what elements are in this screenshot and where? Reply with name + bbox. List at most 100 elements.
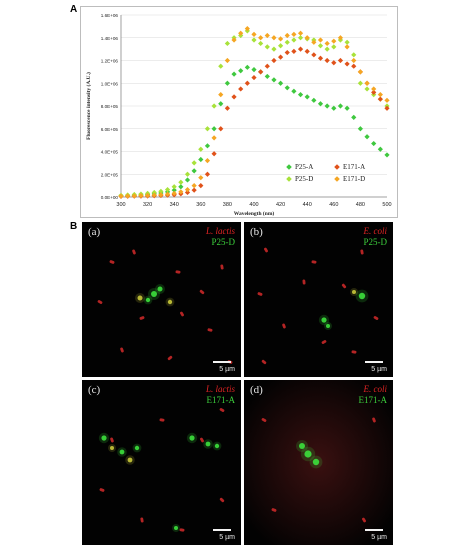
series-1-point (258, 40, 264, 47)
y-tick-label: 4.0E+05 (101, 150, 119, 155)
bacterium (264, 247, 268, 253)
bacterium (372, 417, 376, 423)
series-3-point (138, 193, 144, 199)
nanoparticle-cluster (148, 288, 160, 300)
series-3-point (291, 31, 297, 37)
fluorescence-chart: 0.0E+00 2.0E+05 4.0E+05 6.0E+05 8.0E+05 1.0E+… (80, 6, 398, 218)
micrograph-c-scalebar (213, 529, 231, 531)
series-0-point (244, 64, 250, 70)
micrograph-c-sample: E171-A (206, 395, 236, 405)
series-2-point (317, 55, 324, 61)
series-3-point (218, 92, 224, 98)
chart-canvas: 0.0E+00 2.0E+05 4.0E+05 6.0E+05 8.0E+05 1.0E+… (85, 13, 392, 217)
bacterium (110, 437, 114, 443)
series-2-point (351, 63, 357, 69)
x-tick-label: 340 (170, 202, 179, 208)
bacterium (271, 508, 277, 512)
series-0-point (171, 187, 177, 193)
bacterium (362, 517, 366, 523)
series-1-point (331, 44, 337, 50)
series-3-point (244, 26, 250, 32)
series-0-point (357, 126, 363, 132)
colocalized-particle (165, 297, 175, 307)
bacterium (321, 340, 327, 344)
series-2-point (371, 89, 377, 95)
series-1-point (364, 86, 370, 92)
x-tick-label: 420 (276, 202, 285, 208)
series-1-point (164, 187, 171, 193)
series-3-point (377, 92, 383, 98)
legend-marker (334, 176, 340, 182)
bacterium (302, 279, 306, 285)
bacterium (132, 249, 136, 255)
series-3-point (317, 37, 324, 43)
series-3-point (211, 135, 217, 141)
series-1-point (191, 160, 197, 166)
bacterium (219, 408, 225, 412)
micrograph-c-scale-label: 5 µm (219, 534, 235, 541)
x-tick-label: 500 (382, 202, 391, 208)
legend-label: P25-D (295, 175, 313, 183)
bacterium (180, 311, 184, 317)
series-0-point (351, 114, 357, 120)
series-2-point (258, 69, 264, 75)
nanoparticle-cluster (98, 432, 110, 444)
series-0-point (344, 105, 350, 111)
series-3-point (231, 37, 237, 43)
nanoparticle-cluster (355, 289, 369, 303)
micrograph-c-species: L. lactis (205, 384, 235, 394)
micrograph-a-image (97, 249, 233, 364)
bacterium (167, 355, 173, 361)
bacterium (311, 260, 317, 264)
series-1-point (317, 43, 324, 49)
legend-marker (286, 164, 292, 170)
nanoparticle-cluster (155, 284, 165, 294)
series-3-point (224, 57, 230, 64)
series-2-point (198, 183, 204, 189)
series-2-point (204, 171, 211, 177)
series-2-point (304, 48, 310, 54)
panel-label-b: B (70, 221, 78, 232)
series-1-point (204, 126, 211, 132)
series-0-point (178, 184, 184, 190)
bacterium (261, 418, 267, 422)
series-3-point (151, 192, 157, 198)
series-3-point (284, 32, 290, 39)
series-0-point (278, 80, 284, 86)
series-3-point (198, 175, 204, 181)
nanoparticle-cluster (324, 322, 332, 330)
micrograph-c-letter: (c) (88, 384, 101, 396)
series-2-point (271, 57, 277, 64)
bacterium (257, 292, 263, 296)
series-0-point (284, 85, 290, 91)
series-0-point (264, 73, 270, 80)
legend-label: E171-D (343, 175, 365, 183)
colocalized-particle (350, 288, 358, 296)
bacterium (175, 270, 181, 274)
series-2-point (384, 105, 390, 111)
series-1-point (297, 35, 304, 41)
series-0-point (251, 67, 257, 73)
series-0-point (204, 143, 211, 149)
series-0-point (198, 156, 204, 163)
series-1-point (271, 46, 277, 52)
x-tick-label: 440 (303, 202, 312, 208)
series-0-point (297, 92, 304, 98)
micrograph-b-sample: P25-D (363, 237, 387, 247)
series-0-point (224, 80, 230, 86)
series-0-point (331, 105, 337, 111)
micrograph-d-image (244, 380, 393, 545)
series-3-point (324, 40, 330, 47)
series-3-point (238, 30, 244, 36)
y-tick-label: 6.0E+05 (101, 127, 119, 132)
series-3-point (344, 44, 350, 50)
micrograph-b-scalebar (365, 361, 383, 363)
series-2-point (297, 46, 304, 52)
micrograph-b-image (257, 247, 379, 365)
series-1-point (251, 37, 257, 43)
series-3-point (371, 86, 377, 92)
series-1-point (351, 52, 357, 58)
series-1-point (264, 44, 270, 50)
micrograph-d-scale-label: 5 µm (371, 534, 387, 541)
series-0-point (271, 77, 277, 83)
